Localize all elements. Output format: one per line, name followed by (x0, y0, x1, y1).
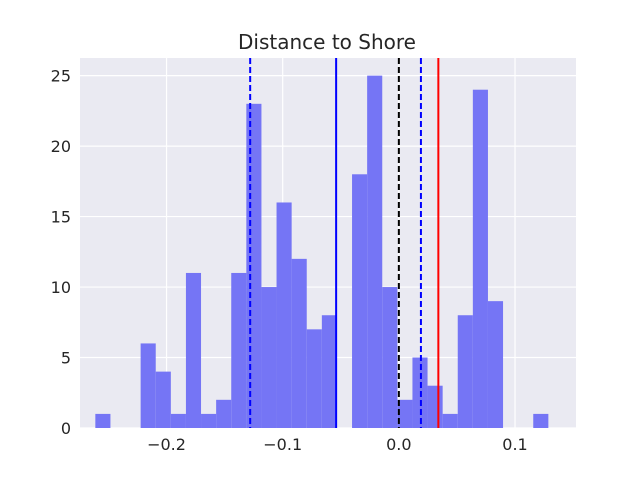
y-axis-ticks: 0 5 10 15 20 25 (51, 67, 71, 438)
histogram-bar (306, 329, 322, 428)
histogram-bar (487, 301, 504, 428)
histogram-bars (95, 75, 549, 429)
y-tick-label: 5 (61, 349, 71, 368)
x-tick-label: −0.1 (263, 435, 302, 454)
y-tick-label: 10 (51, 278, 71, 297)
histogram-bar (291, 258, 307, 428)
histogram-bar (246, 103, 262, 429)
histogram-bar (170, 413, 186, 428)
histogram-bar (382, 287, 398, 428)
y-tick-label: 0 (61, 419, 71, 438)
y-tick-label: 20 (51, 137, 71, 156)
x-tick-label: −0.2 (147, 435, 186, 454)
x-axis-ticks: −0.2 −0.1 0.0 0.1 (147, 435, 528, 454)
histogram-bar (261, 287, 277, 428)
y-tick-label: 25 (51, 67, 71, 86)
histogram-bar (231, 272, 247, 428)
histogram-bar (533, 413, 549, 428)
histogram-bar (216, 399, 232, 428)
histogram-bar (442, 413, 458, 428)
x-tick-label: 0.1 (502, 435, 527, 454)
y-tick-label: 15 (51, 208, 71, 227)
histogram-bar (427, 385, 443, 428)
histogram-bar (185, 272, 202, 428)
x-tick-label: 0.0 (386, 435, 411, 454)
histogram-bar (367, 75, 383, 428)
histogram-bar (321, 315, 337, 428)
histogram-bar (276, 202, 292, 428)
reference-lines (249, 58, 440, 428)
chart-title: Distance to Shore (238, 30, 416, 54)
histogram-bar (397, 399, 413, 428)
histogram-bar (201, 413, 217, 428)
histogram-bar (352, 174, 368, 428)
histogram-bar (472, 89, 488, 428)
histogram-bar (140, 343, 156, 428)
histogram-bar (155, 371, 171, 428)
histogram-bar (95, 413, 111, 428)
histogram-bar (457, 315, 473, 428)
